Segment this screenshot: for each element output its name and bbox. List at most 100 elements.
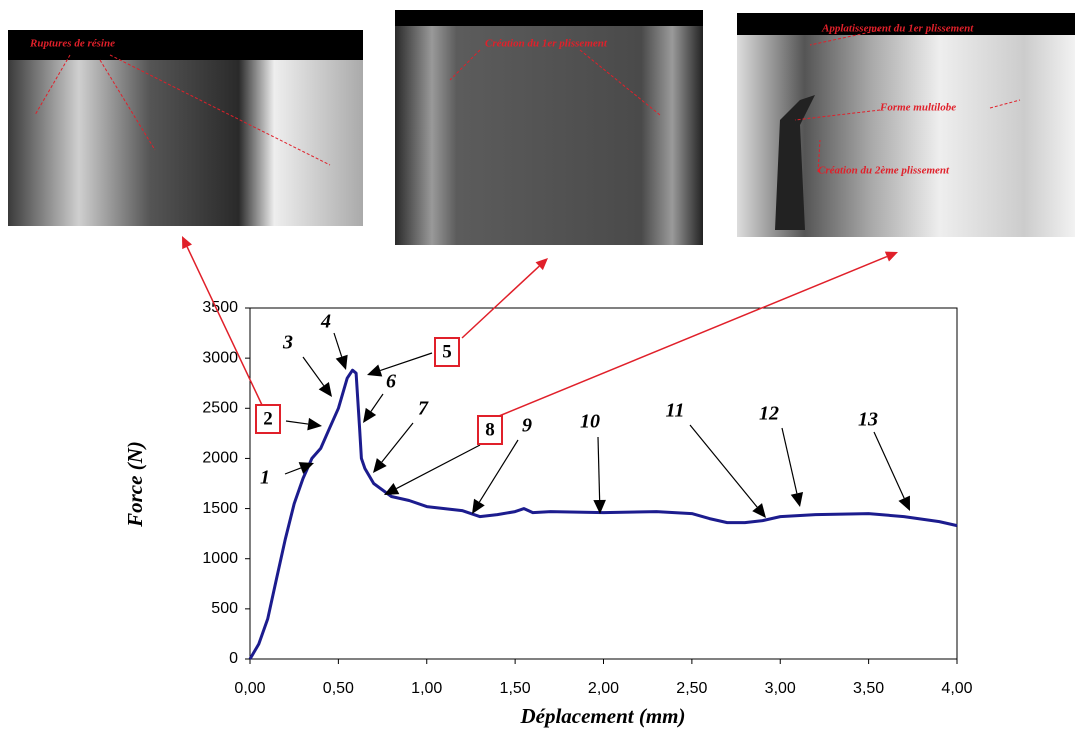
annotation-box [434,337,460,367]
arrow-head [472,498,485,514]
photo-link [182,236,263,406]
y-tick-label: 0 [229,650,238,667]
x-tick-label: 0,00 [234,680,265,697]
annotation-arrow [367,352,433,377]
annotation-arrow [593,436,606,514]
arrow-head [593,499,606,514]
arrow-shaft [186,246,263,406]
arrow-shaft [333,332,343,357]
x-tick-label: 2,50 [676,680,707,697]
annotation: 11 [666,400,685,422]
annotation: 13 [858,409,878,431]
annotation-arrow [373,422,414,473]
annotation-arrow [781,427,804,507]
arrow-shaft [478,439,519,503]
data-line [248,368,958,660]
arrow-shaft [461,265,540,339]
y-tick-label: 3500 [202,299,238,316]
arrow-head [898,495,910,511]
arrow-head [307,417,322,431]
arrow-head [752,503,766,518]
y-axis-label: Force (N) [123,441,147,528]
x-tick-label: 1,00 [411,680,442,697]
annotation-arrow [384,444,481,495]
arrow-shaft [498,255,888,417]
y-tick-label: 1500 [202,500,238,517]
x-tick-label: 4,00 [941,680,972,697]
annotation: 10 [580,411,600,433]
photo-label: Création du 1er plissement [485,38,608,50]
photo-label: Applatissement du 1er plissement [821,23,974,35]
photo-label: Création du 2ème plissement [818,165,950,177]
annotation: 7 [418,398,429,420]
photo [395,10,703,245]
arrow-head [367,364,383,377]
arrow-shaft [597,436,601,501]
photo [8,30,363,226]
annotation: 4 [320,311,331,333]
x-tick-label: 2,00 [588,680,619,697]
annotation: 1 [260,467,270,489]
arrow-head [384,482,400,495]
annotation-box [477,415,503,445]
photo-band [8,30,363,60]
arrow-head [884,251,898,262]
y-tick-label: 500 [211,600,238,617]
arrow-head [363,407,377,423]
annotation: 5 [442,341,452,362]
y-tick-label: 1000 [202,550,238,567]
y-tick-label: 2500 [202,400,238,417]
annotation-arrow [363,393,384,423]
arrow-head [535,258,548,271]
arrow-shaft [370,393,384,412]
arrow-shaft [381,422,414,463]
annotation: 9 [522,415,532,437]
x-tick-label: 3,00 [765,680,796,697]
photo-fold [775,95,815,230]
annotation-arrow [333,332,348,370]
photo-link [461,258,548,339]
annotation-arrow [302,356,332,397]
arrow-shaft [781,427,798,494]
annotation-arrow [472,439,519,514]
x-tick-label: 0,50 [323,680,354,697]
arrow-shaft [380,352,433,372]
arrow-head [318,381,332,397]
arrow-head [182,236,193,250]
arrow-shaft [285,420,309,425]
arrow-head [790,491,804,507]
arrow-shaft [396,444,481,490]
annotation: 3 [282,332,293,354]
photo-link [498,251,898,417]
arrow-head [373,458,387,473]
annotation-arrow [689,424,766,518]
annotation-arrow [873,431,910,511]
annotation-arrow [284,462,314,475]
arrow-head [335,354,348,370]
x-tick-label: 1,50 [500,680,531,697]
arrow-head [298,462,314,474]
annotation: 8 [485,419,495,440]
annotation: 12 [759,403,779,425]
x-axis-label: Déplacement (mm) [519,704,685,728]
arrow-shaft [873,431,905,499]
photo-band [737,13,1075,35]
photo-band [395,10,703,26]
photos: Ruptures de résine Création du 1er pliss… [8,10,1075,245]
y-tick-label: 2000 [202,450,238,467]
photo-label: Forme multilobe [879,102,956,114]
photo-pointers [34,29,1021,173]
annotation: 6 [386,371,396,393]
photo-label: Ruptures de résine [29,38,115,50]
arrow-shaft [689,424,758,508]
plot-frame [249,307,958,660]
y-tick-label: 3000 [202,349,238,366]
x-tick-label: 3,50 [853,680,884,697]
arrow-shaft [284,467,302,475]
arrow-shaft [302,356,325,387]
annotation: 2 [263,408,273,429]
annotation-box [255,404,281,434]
annotation-arrow [285,417,322,431]
